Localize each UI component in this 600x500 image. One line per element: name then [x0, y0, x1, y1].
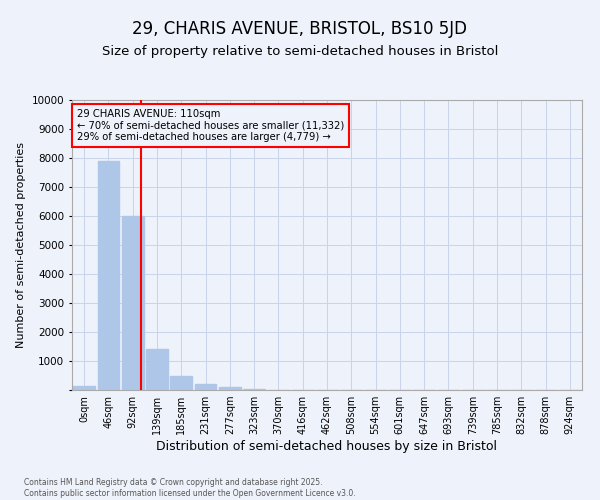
Bar — [170, 376, 192, 390]
Bar — [73, 386, 95, 390]
Bar — [122, 216, 143, 390]
Bar — [243, 388, 265, 390]
Bar — [194, 384, 217, 390]
Bar — [97, 161, 119, 390]
Bar — [219, 387, 241, 390]
Text: Size of property relative to semi-detached houses in Bristol: Size of property relative to semi-detach… — [102, 45, 498, 58]
Bar — [146, 350, 168, 390]
Text: 29, CHARIS AVENUE, BRISTOL, BS10 5JD: 29, CHARIS AVENUE, BRISTOL, BS10 5JD — [133, 20, 467, 38]
Text: 29 CHARIS AVENUE: 110sqm
← 70% of semi-detached houses are smaller (11,332)
29% : 29 CHARIS AVENUE: 110sqm ← 70% of semi-d… — [77, 108, 344, 142]
Y-axis label: Number of semi-detached properties: Number of semi-detached properties — [16, 142, 26, 348]
Text: Contains HM Land Registry data © Crown copyright and database right 2025.
Contai: Contains HM Land Registry data © Crown c… — [24, 478, 356, 498]
X-axis label: Distribution of semi-detached houses by size in Bristol: Distribution of semi-detached houses by … — [157, 440, 497, 453]
